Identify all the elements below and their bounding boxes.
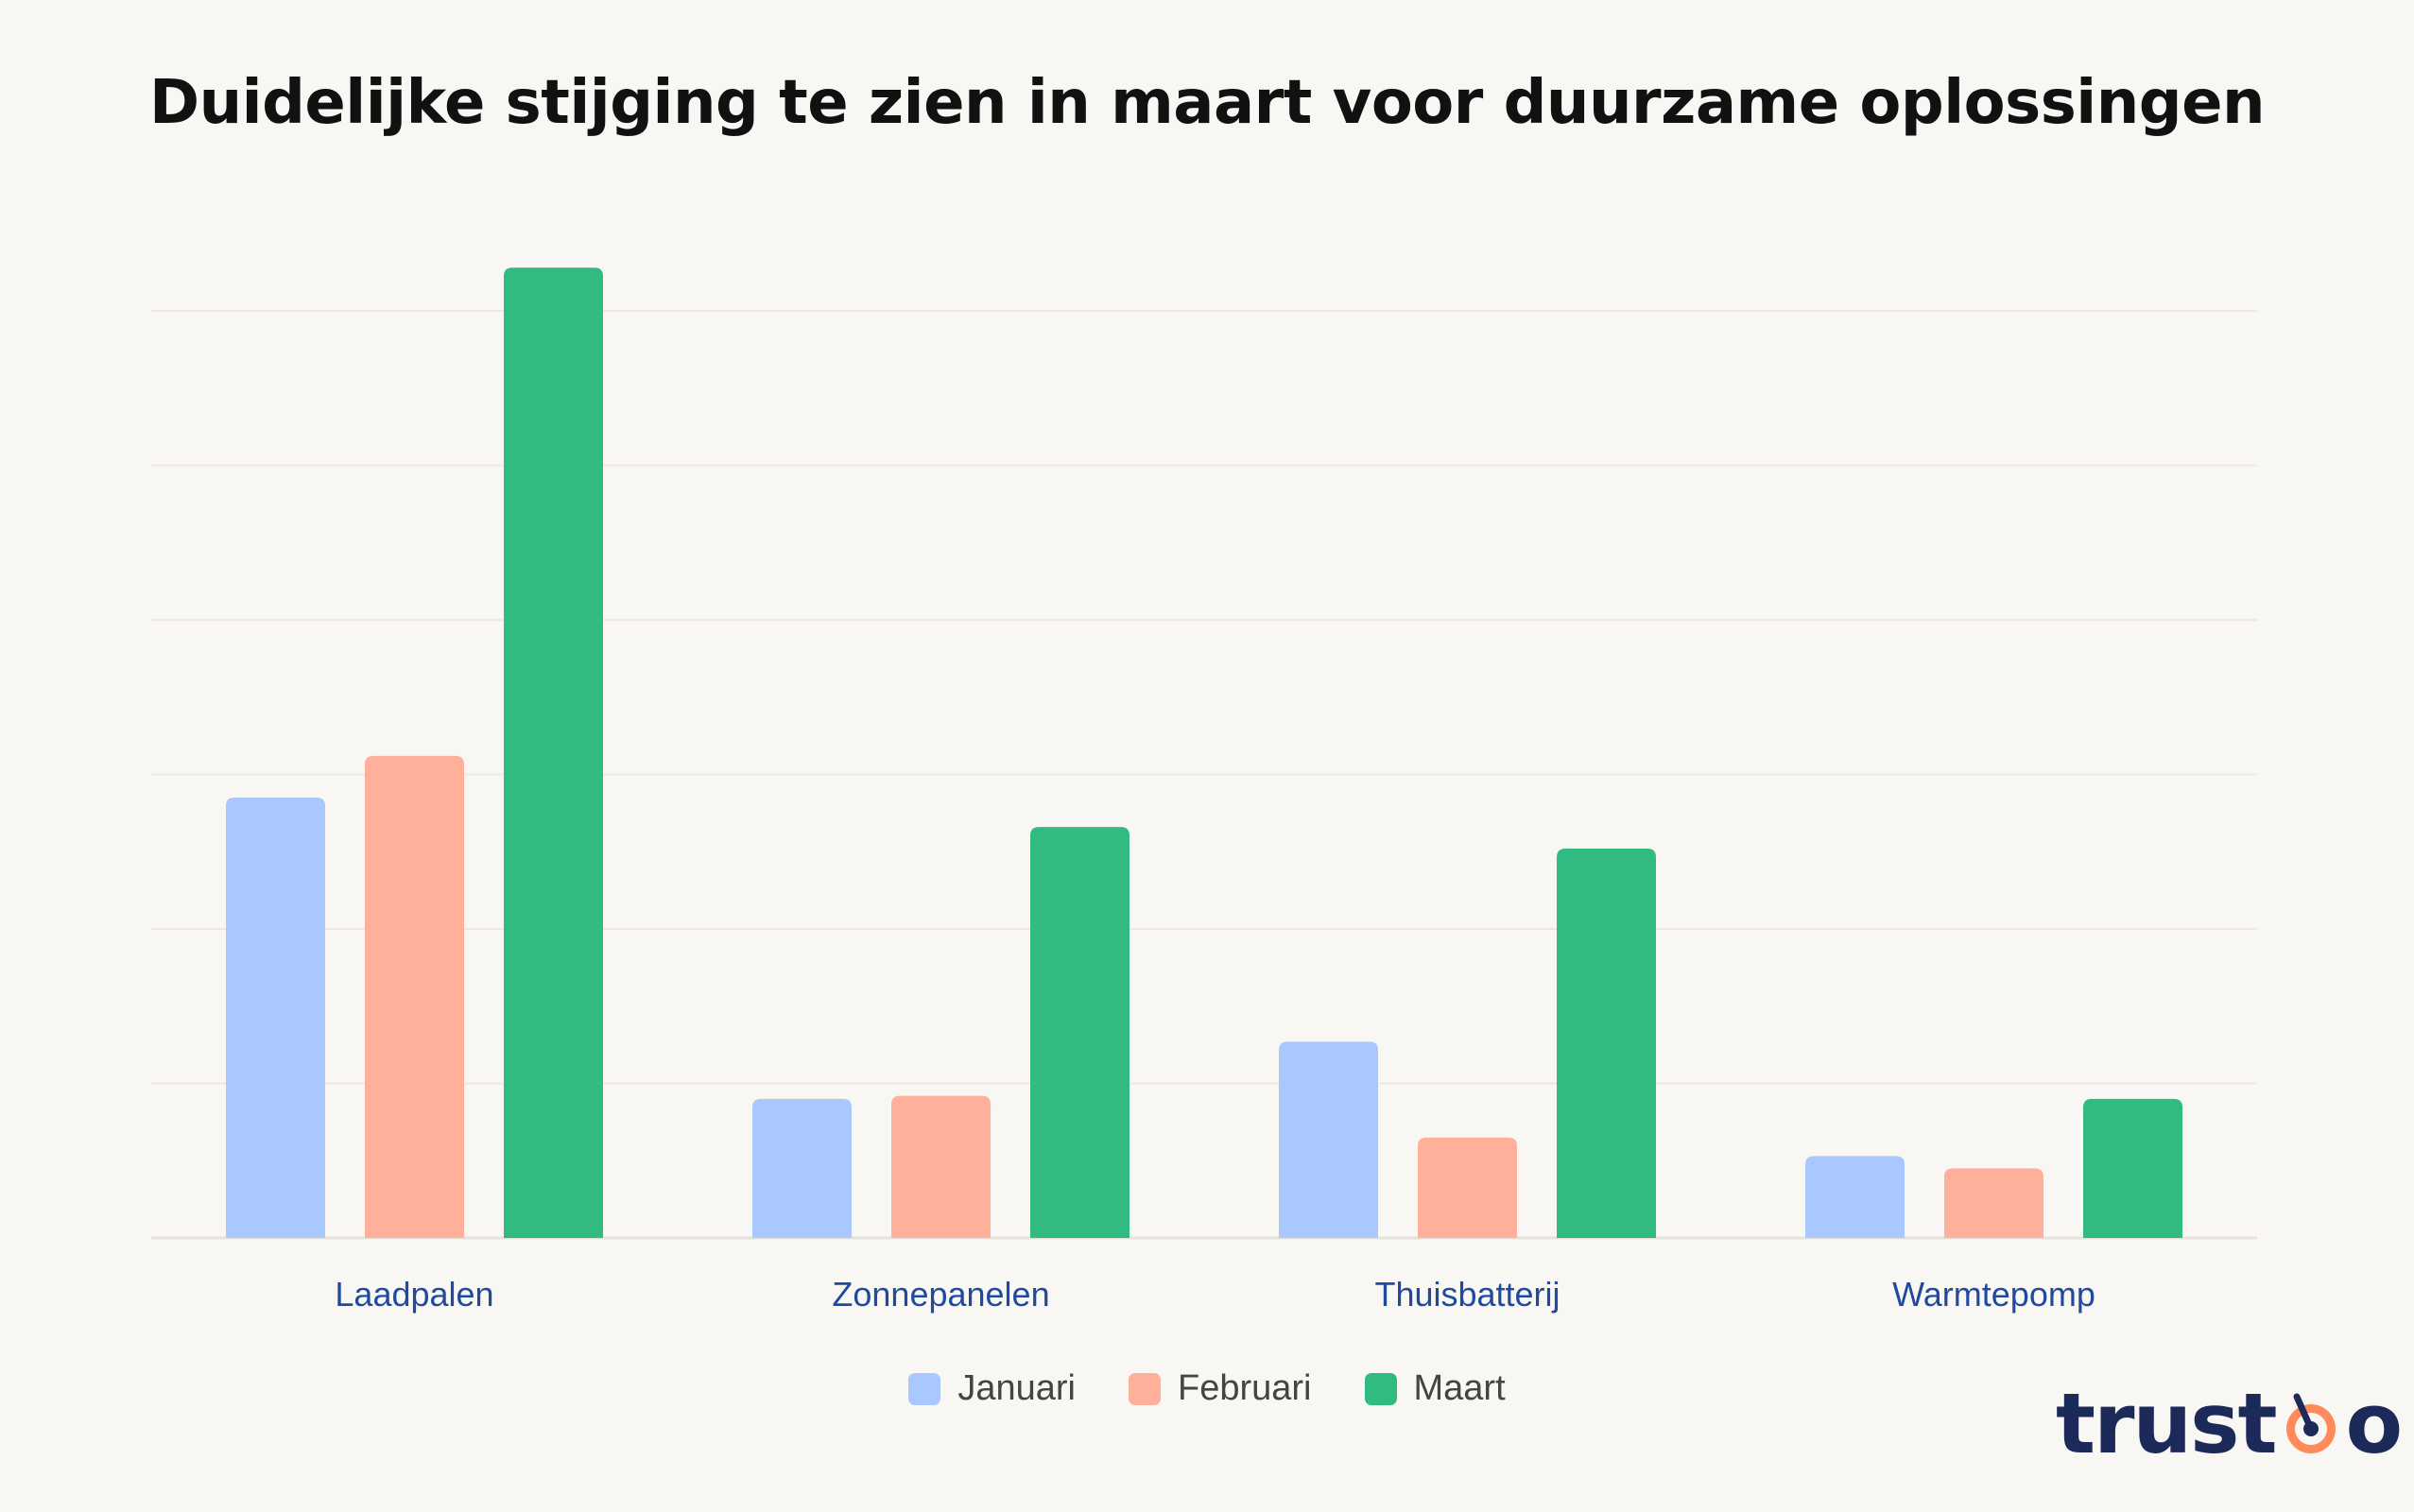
trustoo-logo: trust o [2056,1375,2403,1472]
bar-thuisbatterij-februari [1418,1137,1517,1238]
legend: Januari Februari Maart [0,1368,2414,1409]
bar-thuisbatterij-maart [1557,848,1656,1238]
gridlines [151,310,2257,1240]
bar-zonnepanelen-maart [1030,827,1129,1238]
bar-laadpalen-februari [365,755,464,1238]
logo-text-right: o [2345,1375,2403,1472]
legend-item-maart: Maart [1364,1368,1506,1409]
legend-swatch [1364,1372,1397,1405]
x-tick-label: Laadpalen [335,1275,493,1314]
bars [226,267,2182,1239]
legend-label: Maart [1413,1368,1506,1408]
x-tick-label: Warmtepomp [1892,1275,2095,1314]
bar-warmtepomp-maart [2083,1098,2182,1238]
bar-warmtepomp-februari [1944,1168,2043,1238]
legend-swatch [1129,1372,1161,1405]
legend-label: Februari [1178,1368,1312,1408]
bar-laadpalen-januari [226,798,325,1238]
legend-label: Januari [957,1368,1076,1408]
x-tick-label: Zonnepanelen [832,1275,1049,1314]
target-icon [2285,1393,2336,1453]
legend-item-februari: Februari [1129,1368,1312,1409]
legend-item-januari: Januari [908,1368,1076,1409]
chart-title: Duidelijke stijging te zien in maart voo… [148,68,2266,138]
bar-zonnepanelen-februari [891,1095,991,1238]
legend-swatch [908,1372,941,1405]
x-tick-labels: Laadpalen Zonnepanelen Thuisbatterij Warmte… [335,1275,2095,1314]
x-tick-label: Thuisbatterij [1374,1275,1560,1314]
bar-thuisbatterij-januari [1279,1041,1378,1238]
logo-text-left: trust [2056,1375,2278,1472]
bar-warmtepomp-januari [1805,1156,1905,1238]
bar-zonnepanelen-januari [752,1098,852,1238]
bar-laadpalen-maart [504,267,603,1239]
